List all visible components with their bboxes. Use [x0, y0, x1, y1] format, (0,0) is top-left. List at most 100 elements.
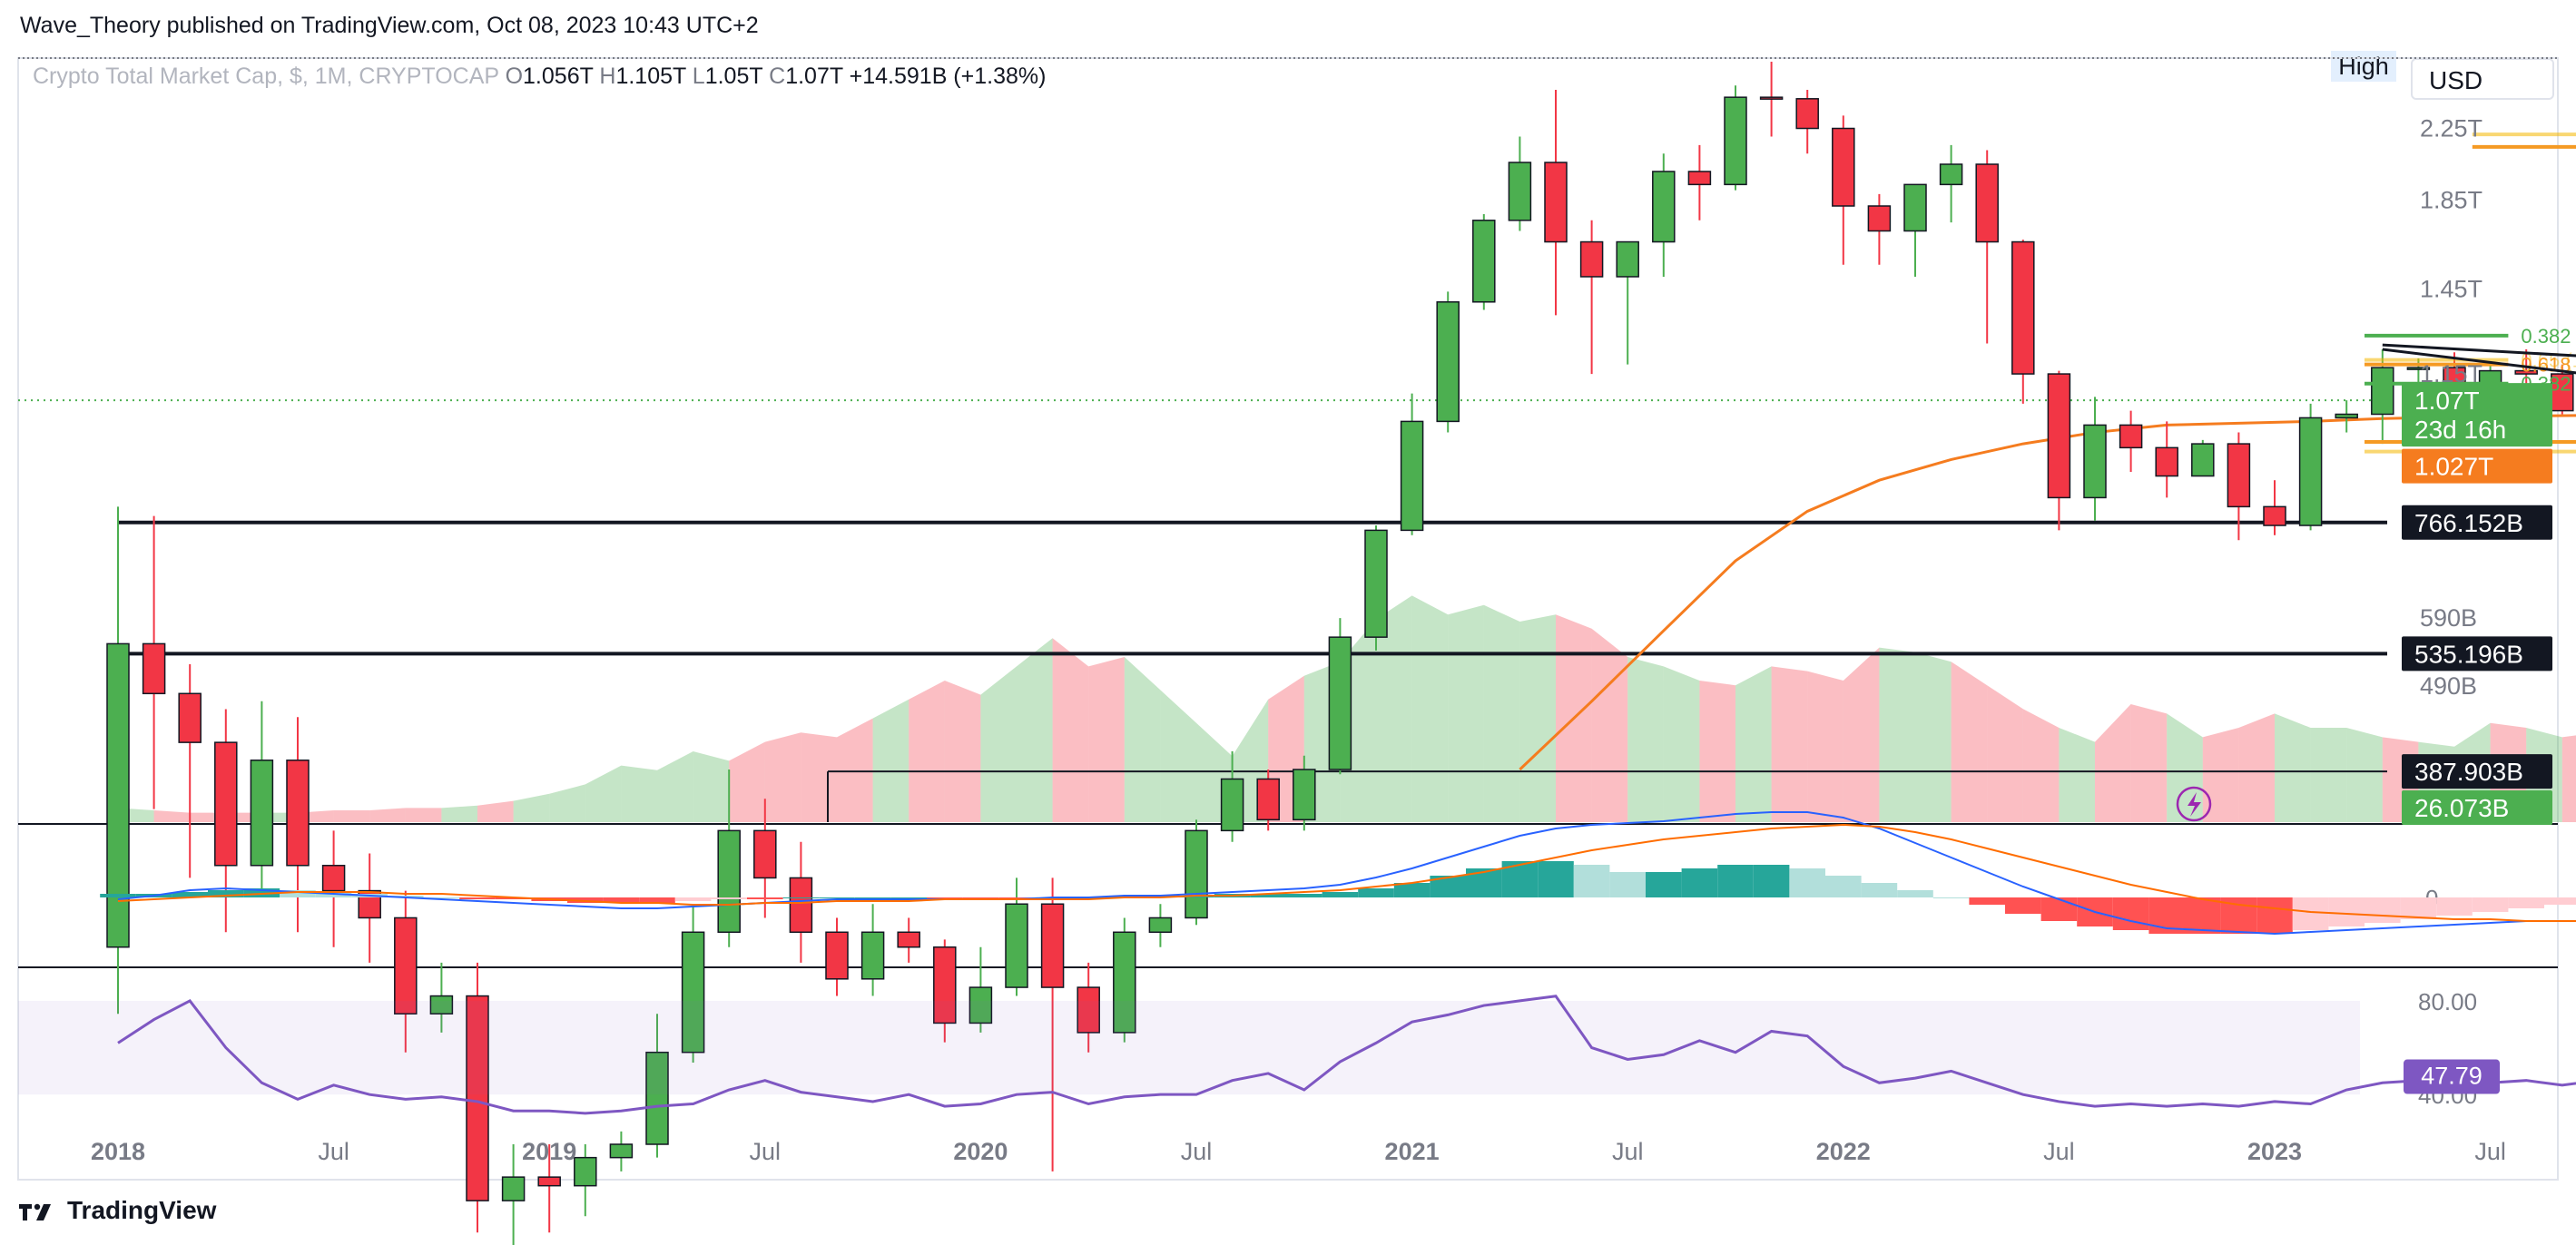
x-axis-tick-label: 2018	[91, 1138, 145, 1165]
volume-segment	[405, 808, 442, 822]
y-axis-tick-label: 490B	[2420, 672, 2477, 700]
candle-body	[1220, 778, 1244, 832]
volume-segment	[1843, 647, 1880, 822]
candle-body	[1903, 183, 1927, 232]
volume-segment	[153, 810, 191, 822]
lightning-bolt-icon	[2188, 792, 2201, 817]
volume-segment	[1052, 638, 1089, 822]
candle-body	[1328, 636, 1352, 770]
volume-segment	[1160, 690, 1196, 822]
candle-body	[429, 995, 454, 1015]
macd-histogram-bar	[2544, 897, 2576, 905]
macd-histogram-bar	[2400, 897, 2437, 919]
tradingview-brand[interactable]: TradingView	[18, 1196, 216, 1225]
volume-segment	[1879, 647, 1915, 822]
candle-body	[2406, 367, 2431, 370]
macd-histogram-bar	[1825, 876, 1862, 897]
macd-histogram-bar	[854, 897, 891, 898]
candle-body	[2514, 369, 2538, 375]
candle-body	[2298, 417, 2323, 526]
candle-body	[1436, 301, 1460, 423]
candle-body	[1867, 205, 1892, 232]
candle-body	[501, 1176, 526, 1201]
candle-body	[1256, 778, 1280, 821]
candle-body	[1293, 769, 1316, 821]
volume-segment	[693, 751, 730, 822]
volume-segment	[1448, 604, 1484, 822]
volume-segment	[1987, 685, 2023, 822]
volume-segment	[801, 732, 837, 822]
macd-histogram-bar	[2472, 897, 2509, 912]
candle-body	[2011, 240, 2035, 375]
change-value: +14.591B (+1.38%)	[849, 64, 1047, 89]
x-axis-tick-label: Jul	[1612, 1138, 1644, 1165]
volume-segment	[1771, 666, 1808, 822]
candle-body	[1832, 127, 1855, 207]
macd-histogram-bar	[1358, 888, 1394, 897]
candle-body	[142, 642, 166, 695]
volume-segment	[333, 810, 370, 822]
candle-body	[2227, 443, 2251, 508]
x-axis-tick-label: Jul	[750, 1138, 782, 1165]
macd-histogram-bar	[172, 892, 208, 897]
macd-histogram-bar	[208, 890, 244, 897]
high-badge[interactable]: High	[2331, 51, 2396, 82]
candle-body	[321, 865, 346, 892]
candle-body	[1724, 96, 1747, 186]
macd-histogram-bar	[1609, 872, 1646, 897]
macd-histogram-bar	[1753, 865, 1790, 897]
y-axis-tick-label: 590B	[2420, 604, 2477, 632]
macd-histogram-bar	[2436, 897, 2473, 916]
volume-segment	[980, 666, 1017, 822]
volume-segment	[585, 765, 622, 822]
price-axis-badge	[2402, 505, 2552, 540]
volume-segment	[1627, 657, 1664, 822]
close-label: C	[769, 64, 786, 89]
candle-body	[1364, 529, 1388, 638]
macd-histogram-bar	[890, 897, 927, 898]
candle-body	[1005, 903, 1028, 988]
macd-histogram-bar	[1681, 868, 1718, 897]
volume-segment	[513, 793, 550, 822]
candle-body	[825, 931, 849, 980]
volume-segment	[872, 699, 909, 822]
volume-segment	[657, 751, 693, 822]
candle-body	[1472, 220, 1496, 303]
candle-body	[2155, 446, 2178, 477]
low-value: 1.05T	[704, 64, 763, 89]
price-axis-value: 766.152B	[2414, 509, 2523, 537]
candle-body	[250, 760, 274, 867]
volume-segment	[369, 808, 406, 822]
candle-body	[1113, 931, 1136, 1034]
candle-body	[1975, 163, 1999, 243]
macd-histogram-bar	[1717, 865, 1754, 897]
macd-histogram-bar	[2292, 897, 2329, 930]
price-axis-value: 26.073B	[2414, 794, 2509, 822]
rsi-line	[117, 995, 2576, 1115]
candle-body	[2371, 367, 2394, 416]
candle-body	[1687, 171, 1712, 186]
candle-body	[1544, 162, 1568, 243]
currency-button[interactable]: USD	[2411, 58, 2554, 100]
volume-segment	[837, 718, 873, 822]
macd-histogram-bar	[2508, 897, 2544, 908]
macd-histogram-bar	[280, 890, 316, 897]
volume-segment	[1951, 662, 1988, 822]
candle-body	[681, 931, 705, 1054]
x-axis-tick-label: 2020	[953, 1138, 1008, 1165]
x-axis-tick-label: Jul	[2474, 1138, 2506, 1165]
candle-body	[1400, 420, 1424, 532]
macd-histogram-bar	[423, 897, 460, 898]
candle-body	[2335, 413, 2358, 419]
volume-segment	[1663, 666, 1700, 822]
price-axis-value: 1.07T	[2414, 387, 2480, 415]
volume-segment	[2238, 713, 2275, 822]
volume-segment	[1591, 628, 1628, 822]
x-axis-tick-label: Jul	[318, 1138, 349, 1165]
macd-histogram-bar	[1932, 897, 1970, 898]
volume-segment	[944, 681, 981, 822]
volume-segment	[1124, 657, 1161, 822]
volume-segment	[621, 765, 657, 822]
